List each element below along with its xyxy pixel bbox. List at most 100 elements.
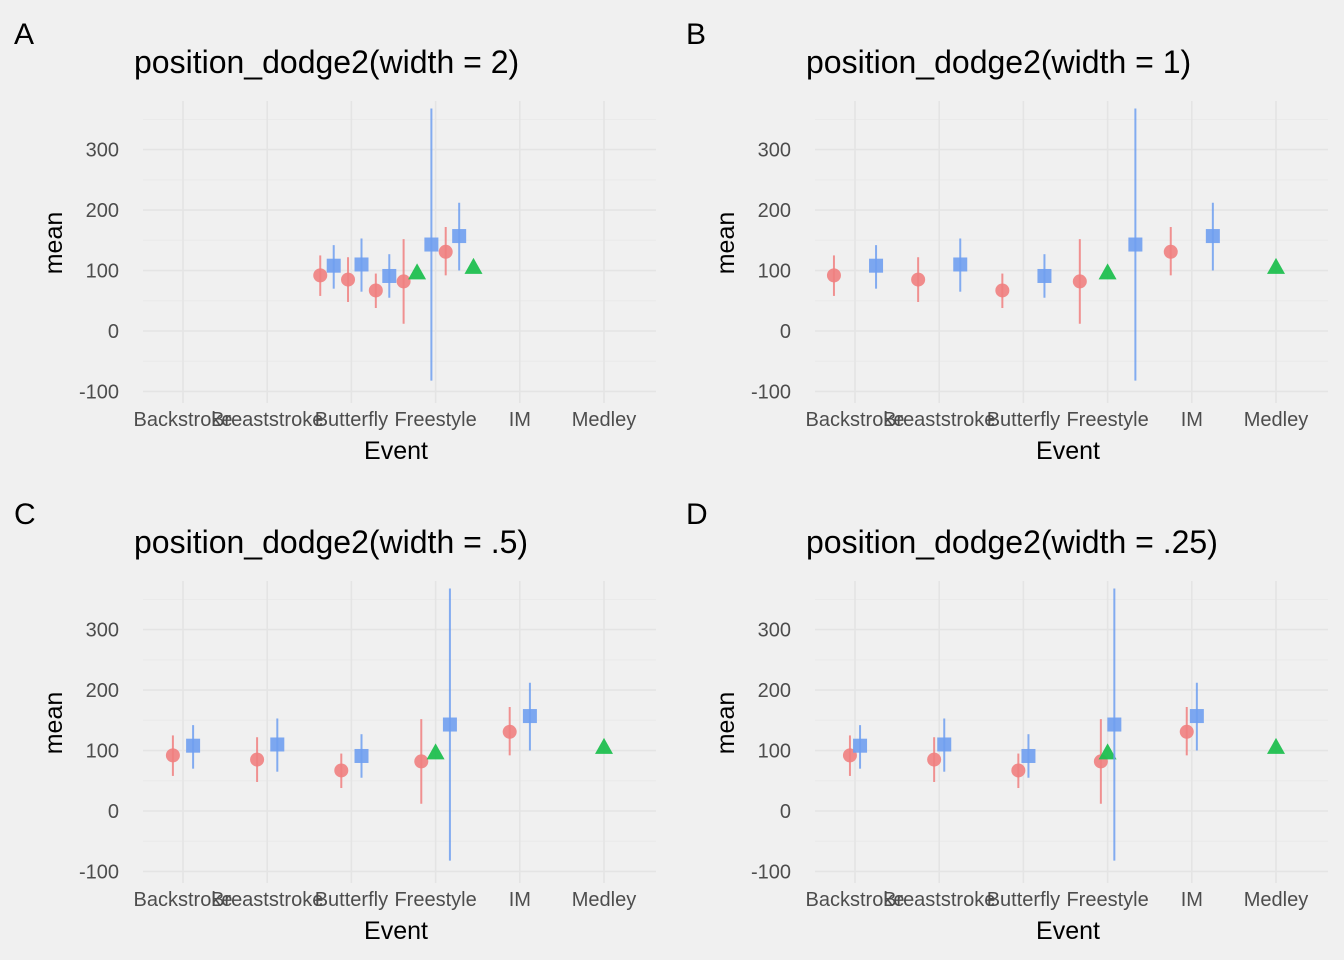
data-point-square [382,268,397,283]
data-point-square [1205,229,1220,244]
data-point-triangle [1098,743,1117,760]
x-tick-label: Butterfly [315,409,388,431]
panels: -1000100200300BackstrokeBreaststrokeButt… [14,18,1328,945]
y-tick-label: 200 [758,200,791,222]
data-point-triangle [408,263,427,280]
data-point-circle [927,752,942,767]
data-point-square [853,738,868,753]
y-tick-label: 300 [758,140,791,162]
data-point-circle [368,283,383,298]
chart-panel-b: -100 0 100 200 300 BackstrokeBreaststrokeButt… [686,18,1328,465]
x-tick-label: Backstroke [806,409,905,431]
data-marks [165,588,613,861]
y-tick-label: 100 [86,741,119,763]
data-point-square [953,257,968,272]
x-tick-label: IM [509,889,531,911]
chart-panel-c: -100 0 100 200 300 BackstrokeBreaststrokeButt… [14,498,656,945]
data-point-square [442,717,457,732]
chart-title: position_dodge2(width = 2) [134,44,519,80]
x-tick-label: Butterfly [987,409,1060,431]
grid [815,581,1328,883]
y-axis-title: mean [712,212,740,275]
x-tick-label: Breaststroke [883,889,995,911]
data-point-circle [1179,724,1194,739]
data-point-square [869,258,884,273]
y-tick-label: 200 [86,200,119,222]
y-tick-label: 100 [758,261,791,283]
chart-panel-d: -100 0 100 200 300 BackstrokeBreaststrokeButt… [686,498,1328,945]
grid [815,101,1328,403]
panel-tag: B [686,18,706,51]
chart-title: position_dodge2(width = 1) [806,44,1191,80]
y-tick-label: 0 [108,321,119,343]
x-tick-label: Butterfly [987,889,1060,911]
data-point-square [326,258,341,273]
y-axis-title: mean [40,212,68,275]
data-point-square [424,237,439,252]
data-point-circle [911,272,926,287]
data-marks [842,588,1285,861]
y-tick-label: 300 [86,140,119,162]
data-point-circle [438,244,453,259]
data-point-square [270,737,285,752]
x-tick-label: Breaststroke [883,409,995,431]
y-tick-label: -100 [79,381,119,403]
data-point-circle [396,274,411,289]
data-point-circle [1072,274,1087,289]
data-point-circle [1163,244,1178,259]
x-tick-label: Medley [572,409,636,431]
x-tick-label: Freestyle [1066,889,1148,911]
y-axis: -100 0 100 200 300 [79,140,119,404]
data-point-triangle [1267,737,1285,754]
x-tick-label: Medley [572,889,636,911]
grid [143,581,656,883]
panel-tag: D [686,498,708,531]
x-axis-title: Event [364,437,428,465]
data-point-circle [414,754,429,769]
data-point-circle [341,272,356,287]
data-point-square [452,229,467,244]
x-tick-label: Butterfly [315,889,388,911]
data-point-triangle [426,743,445,760]
x-tick-label: IM [1181,889,1203,911]
y-tick-label: -100 [751,381,791,403]
data-marks [313,108,483,381]
data-point-square [1189,709,1204,724]
x-tick-label: Freestyle [394,409,476,431]
x-tick-label: Medley [1244,889,1308,911]
panel-tag: A [14,18,34,51]
data-point-square [937,737,952,752]
x-tick-label: Backstroke [134,409,233,431]
data-point-triangle [1267,257,1285,274]
y-tick-label: 200 [758,680,791,702]
data-point-circle [250,752,265,767]
data-point-circle [502,724,517,739]
x-tick-label: Backstroke [134,889,233,911]
data-point-triangle [595,737,613,754]
y-axis: -100 0 100 200 300 [79,620,119,884]
x-tick-label: Backstroke [806,889,905,911]
data-point-square [186,738,201,753]
y-tick-label: -100 [79,861,119,883]
y-tick-label: 100 [86,261,119,283]
y-tick-label: 0 [780,801,791,823]
data-point-circle [334,763,349,778]
y-tick-label: 0 [780,321,791,343]
x-axis-title: Event [1036,917,1100,945]
y-axis-title: mean [40,692,68,755]
grid [143,101,656,403]
y-axis: -100 0 100 200 300 [751,620,791,884]
data-point-triangle [1098,263,1117,280]
x-tick-label: Freestyle [1066,409,1148,431]
x-tick-label: Medley [1244,409,1308,431]
panel-tag: C [14,498,36,531]
data-point-square [1037,268,1052,283]
data-point-circle [165,748,180,763]
x-tick-label: Breaststroke [211,409,323,431]
data-marks [826,108,1285,381]
data-point-square [354,748,369,763]
